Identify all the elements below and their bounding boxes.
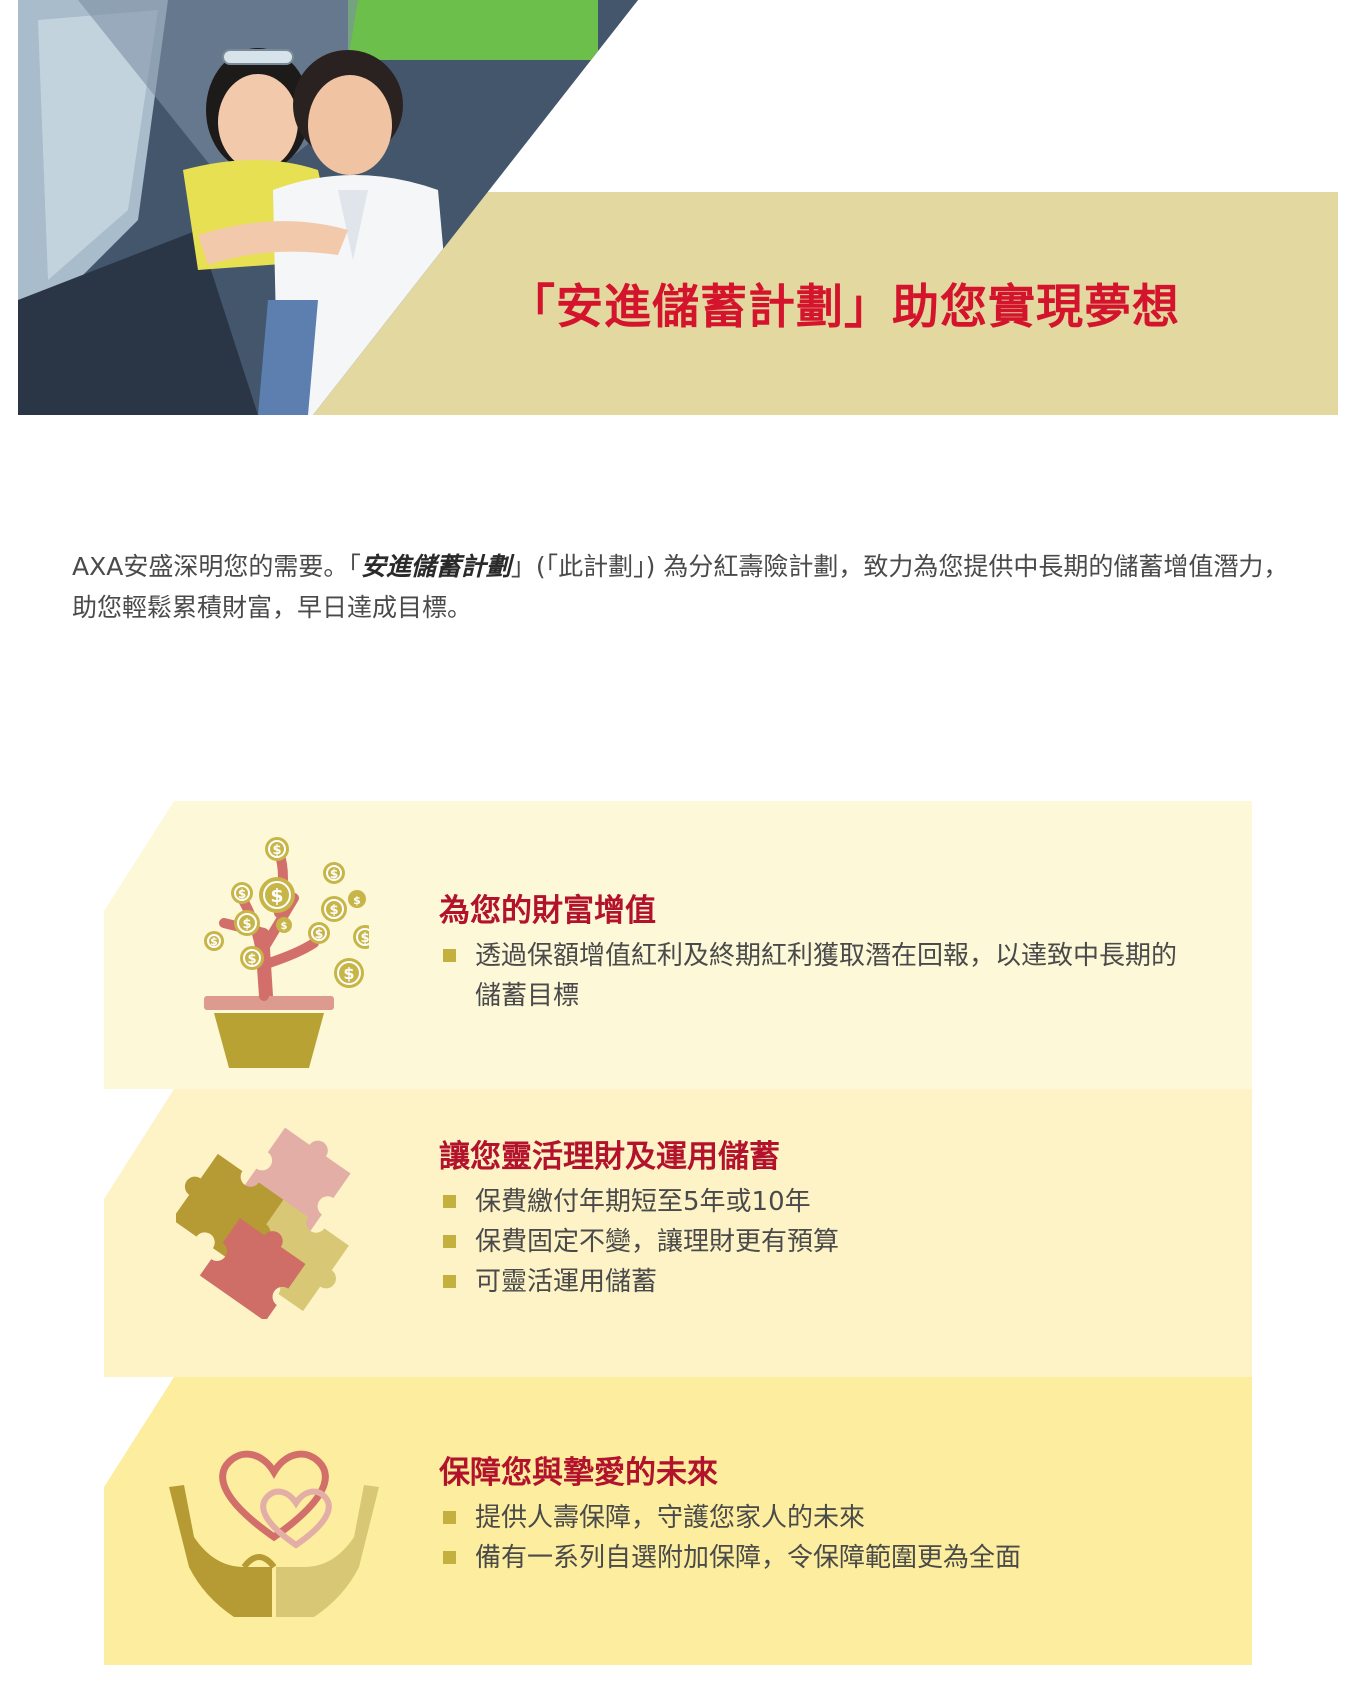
- hero-banner: 「安進儲蓄計劃」助您實現夢想: [18, 0, 1338, 415]
- svg-text:$: $: [238, 887, 246, 901]
- svg-text:$: $: [210, 935, 218, 948]
- feature-bullet-text: 透過保額增值紅利及終期紅利獲取潛在回報，以達致中長期的儲蓄目標: [475, 941, 1178, 1011]
- feature-content-wealth: 為您的財富增值 透過保額增值紅利及終期紅利獲取潛在回報，以達致中長期的儲蓄目標: [439, 885, 1195, 1016]
- svg-text:$: $: [247, 952, 256, 967]
- svg-text:$: $: [315, 927, 323, 941]
- svg-text:$: $: [242, 917, 251, 932]
- svg-text:$: $: [281, 921, 288, 932]
- svg-text:$: $: [360, 931, 369, 946]
- feature-bullets: 提供人壽保障，守護您家人的未來 備有一系列自選附加保障，令保障範圍更為全面: [439, 1498, 1021, 1578]
- feature-heading: 為您的財富增值: [439, 893, 656, 929]
- feature-heading: 保障您與摯愛的未來: [439, 1455, 718, 1491]
- svg-text:$: $: [329, 903, 338, 918]
- svg-text:$: $: [343, 964, 354, 983]
- feature-bullet-text: 保費繳付年期短至5年或10年: [475, 1187, 811, 1217]
- feature-bullet-text: 保費固定不變，讓理財更有預算: [475, 1227, 840, 1257]
- feature-bullets: 保費繳付年期短至5年或10年 保費固定不變，讓理財更有預算 可靈活運用儲蓄: [439, 1182, 839, 1302]
- feature-panel-flexibility: 讓您靈活理財及運用儲蓄 保費繳付年期短至5年或10年 保費固定不變，讓理財更有預…: [104, 1089, 1252, 1377]
- svg-text:$: $: [270, 885, 283, 907]
- feature-content-flexibility: 讓您靈活理財及運用儲蓄 保費繳付年期短至5年或10年 保費固定不變，讓理財更有預…: [439, 1131, 839, 1302]
- feature-bullet-text: 提供人壽保障，守護您家人的未來: [475, 1503, 866, 1533]
- svg-text:$: $: [353, 894, 361, 907]
- intro-paragraph: AXA安盛深明您的需要。「安進儲蓄計劃」(「此計劃」) 為分紅壽險計劃，致力為您…: [72, 546, 1292, 628]
- feature-bullet: 保費固定不變，讓理財更有預算: [439, 1222, 839, 1262]
- plan-name: 安進儲蓄計劃: [360, 552, 511, 581]
- intro-text-end: 」(「此計劃」) 為分紅壽險計劃，致力為您提供中長期的儲蓄增值潛力，助您輕鬆累積…: [72, 552, 1289, 622]
- feature-heading: 讓您靈活理財及運用儲蓄: [439, 1139, 780, 1175]
- feature-panel-protection: 保障您與摯愛的未來 提供人壽保障，守護您家人的未來 備有一系列自選附加保障，令保…: [104, 1377, 1252, 1665]
- money-tree-icon: $ $ $ $ $ $ $ $ $ $ $ $ $ $: [169, 813, 392, 1087]
- hands-hearts-icon: [164, 1417, 384, 1621]
- feature-bullet: 提供人壽保障，守護您家人的未來: [439, 1498, 1021, 1538]
- feature-bullet: 可靈活運用儲蓄: [439, 1262, 839, 1302]
- feature-bullet-text: 備有一系列自選附加保障，令保障範圍更為全面: [475, 1543, 1022, 1573]
- hero-title: 「安進儲蓄計劃」助您實現夢想: [508, 280, 1180, 335]
- feature-bullet: 透過保額增值紅利及終期紅利獲取潛在回報，以達致中長期的儲蓄目標: [439, 936, 1195, 1016]
- feature-panel-wealth: $ $ $ $ $ $ $ $ $ $ $ $ $ $ 為您的財富增值 透過保額…: [104, 801, 1252, 1089]
- svg-text:$: $: [272, 843, 281, 858]
- feature-bullets: 透過保額增值紅利及終期紅利獲取潛在回報，以達致中長期的儲蓄目標: [439, 936, 1195, 1016]
- feature-bullet-text: 可靈活運用儲蓄: [475, 1267, 658, 1297]
- puzzle-icon: [171, 1119, 376, 1323]
- feature-bullet: 備有一系列自選附加保障，令保障範圍更為全面: [439, 1538, 1021, 1578]
- intro-text-start: AXA安盛深明您的需要。「: [72, 552, 361, 581]
- feature-bullet: 保費繳付年期短至5年或10年: [439, 1182, 839, 1222]
- svg-text:$: $: [330, 867, 338, 881]
- feature-content-protection: 保障您與摯愛的未來 提供人壽保障，守護您家人的未來 備有一系列自選附加保障，令保…: [439, 1447, 1021, 1578]
